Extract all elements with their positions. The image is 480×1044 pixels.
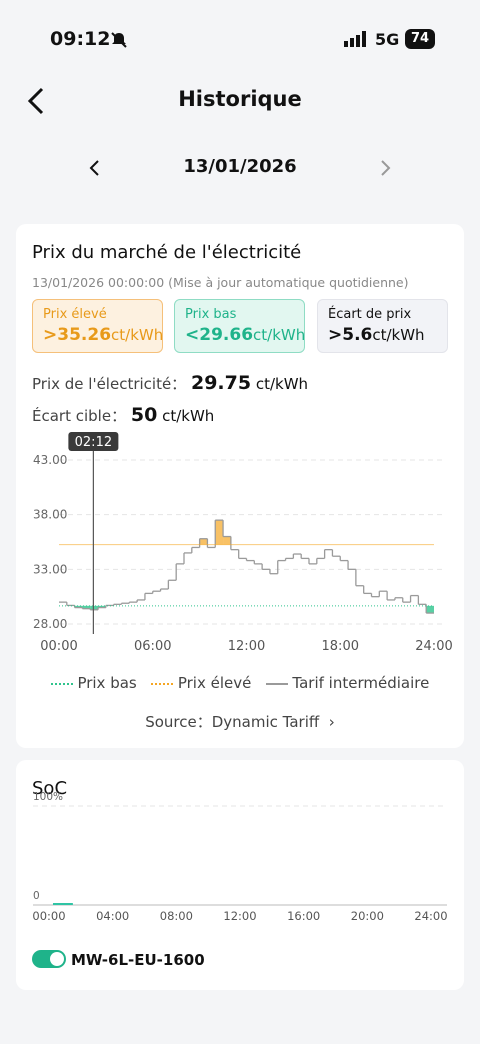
legend: Prix bas Prix élevé Tarif intermédiaire — [16, 674, 464, 692]
box-label: Prix bas — [185, 307, 237, 322]
box-unit: ct/kWh — [372, 326, 425, 344]
target-value: 50 — [130, 404, 158, 426]
box-number: >5.6 — [328, 325, 373, 345]
price-row: Prix de l'électricité： 29.75 ct/kWh — [32, 372, 308, 394]
card-subtitle: 13/01/2026 00:00:00 (Mise à jour automat… — [32, 275, 409, 290]
mute-icon — [111, 32, 127, 48]
x-tick-label: 08:00 — [160, 909, 193, 923]
price-unit: ct/kWh — [255, 375, 309, 393]
x-tick-label: 16:00 — [287, 909, 320, 923]
low-fill — [74, 605, 83, 608]
x-tick-label: 20:00 — [351, 909, 384, 923]
cursor-badge — [68, 432, 119, 451]
page-title: Historique — [178, 87, 302, 111]
high-box: Prix élevé >35.26ct/kWh — [32, 299, 163, 353]
box-value: >35.26ct/kWh — [43, 325, 163, 345]
low-fill — [90, 605, 99, 610]
legend-label: Tarif intermédiaire — [292, 674, 430, 692]
box-unit: ct/kWh — [253, 326, 306, 344]
device-name: MW-6L-EU-1600 — [71, 951, 205, 969]
box-number: >35.26 — [43, 325, 112, 345]
low-box: Prix bas <29.66ct/kWh — [174, 299, 305, 353]
next-date[interactable] — [378, 158, 392, 178]
battery: 74 — [405, 29, 435, 49]
source-link[interactable]: Source：Dynamic Tariff › — [145, 713, 335, 731]
cursor-label: 02:12 — [75, 435, 112, 450]
box-label: Écart de prix — [328, 307, 412, 322]
y-tick-label: 43.00 — [33, 453, 67, 467]
x-tick-label: 18:00 — [322, 639, 359, 654]
low-fill — [82, 605, 91, 609]
price-value: 29.75 — [190, 372, 252, 394]
x-tick-label: 04:00 — [96, 909, 129, 923]
target-row: Écart cible： 50 ct/kWh — [32, 404, 214, 426]
status-time: 09:12 — [50, 28, 111, 50]
card-title: Prix du marché de l'électricité — [32, 242, 302, 263]
x-tick-label: 12:00 — [223, 909, 256, 923]
back-button[interactable] — [24, 86, 48, 116]
box-number: <29.66 — [185, 325, 254, 345]
x-tick-label: 00:00 — [32, 909, 65, 923]
y-tick-label: 33.00 — [33, 562, 67, 576]
source-value: Dynamic Tariff — [211, 713, 320, 731]
box-value: >5.6ct/kWh — [328, 325, 437, 345]
box-label: Prix élevé — [43, 307, 107, 322]
signal-icon — [344, 31, 366, 47]
high-fill — [199, 538, 208, 545]
y-tick-label: 28.00 — [33, 617, 67, 631]
x-tick-label: 00:00 — [40, 639, 77, 654]
high-fill — [215, 520, 224, 545]
x-tick-label: 24:00 — [415, 639, 452, 654]
date: 13/01/2026 — [183, 156, 297, 177]
soc-title: SoC — [32, 778, 68, 799]
x-tick-label: 06:00 — [134, 639, 171, 654]
legend-label: Prix élevé — [177, 674, 252, 692]
low-fill — [98, 605, 106, 608]
high-fill — [223, 536, 231, 545]
soc-card: SoC MW-6L-EU-1600 — [16, 760, 464, 990]
price-label: Prix de l'électricité： — [32, 375, 187, 393]
spread-box: Écart de prix >5.6ct/kWh — [317, 299, 448, 353]
y-tick-label: 0 — [33, 890, 40, 902]
low-fill — [426, 605, 434, 614]
box-value: <29.66ct/kWh — [185, 325, 305, 345]
y-tick-label: 100% — [33, 791, 63, 803]
legend-label: Prix bas — [77, 674, 137, 692]
price-card: Prix du marché de l'électricité 13/01/20… — [16, 224, 464, 748]
prev-date[interactable] — [88, 158, 102, 178]
y-tick-label: 38.00 — [33, 508, 67, 522]
network: 5G — [375, 30, 400, 49]
x-tick-label: 12:00 — [228, 639, 265, 654]
x-tick-label: 24:00 — [414, 909, 447, 923]
box-unit: ct/kWh — [111, 326, 164, 344]
target-label: Écart cible： — [32, 407, 127, 425]
target-unit: ct/kWh — [162, 407, 215, 425]
toggle[interactable] — [32, 950, 66, 968]
source-label: Source： — [145, 713, 212, 731]
